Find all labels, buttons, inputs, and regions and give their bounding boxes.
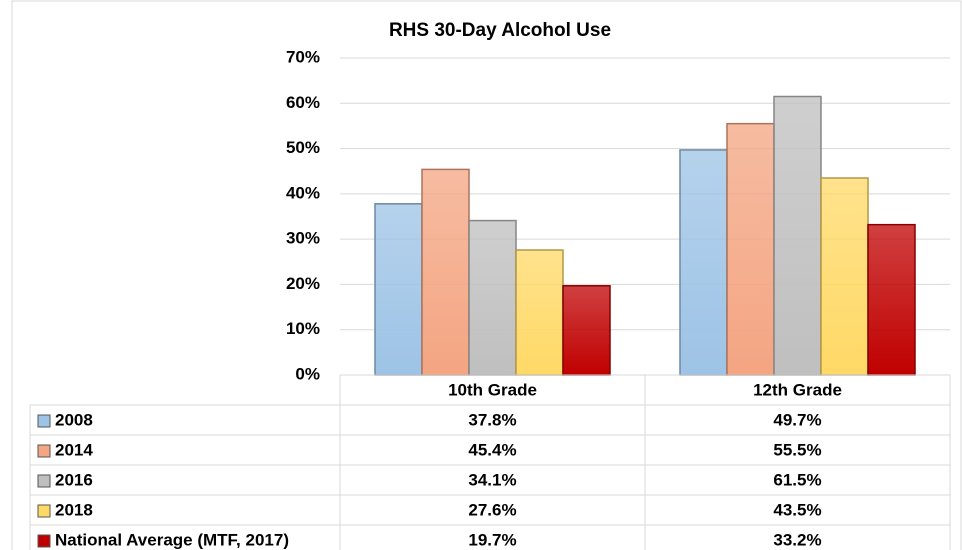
y-tick-label: 50% bbox=[286, 138, 320, 157]
bar bbox=[374, 203, 423, 376]
data-label: 45.4% bbox=[468, 440, 516, 459]
x-tick-label: 10th Grade bbox=[448, 380, 537, 399]
data-label: 55.5% bbox=[773, 440, 821, 459]
legend-label: 2018 bbox=[55, 500, 93, 519]
bar bbox=[468, 219, 517, 376]
bar bbox=[562, 285, 611, 376]
legend-key bbox=[37, 474, 51, 488]
y-tick-label: 60% bbox=[286, 93, 320, 112]
data-label: 19.7% bbox=[468, 530, 516, 549]
data-label: 37.8% bbox=[468, 410, 516, 429]
data-label: 34.1% bbox=[468, 470, 516, 489]
bar bbox=[773, 95, 822, 376]
legend-label: 2008 bbox=[55, 410, 93, 429]
bar bbox=[421, 168, 470, 376]
y-tick-label: 70% bbox=[286, 47, 320, 66]
bar bbox=[820, 177, 869, 376]
legend-label: 2014 bbox=[55, 440, 93, 459]
y-tick-label: 10% bbox=[286, 319, 320, 338]
legend-key bbox=[37, 534, 51, 548]
y-tick-label: 30% bbox=[286, 229, 320, 248]
bar bbox=[867, 223, 916, 376]
x-tick-label: 12th Grade bbox=[753, 380, 842, 399]
y-tick-label: 0% bbox=[295, 364, 320, 383]
legend-key bbox=[37, 444, 51, 458]
y-tick-label: 20% bbox=[286, 274, 320, 293]
data-label: 33.2% bbox=[773, 530, 821, 549]
data-label: 61.5% bbox=[773, 470, 821, 489]
data-label: 43.5% bbox=[773, 500, 821, 519]
legend-label: 2016 bbox=[55, 470, 93, 489]
legend-key bbox=[37, 504, 51, 518]
y-tick-label: 40% bbox=[286, 183, 320, 202]
legend-key bbox=[37, 414, 51, 428]
chart-frame bbox=[11, 0, 962, 550]
data-label: 49.7% bbox=[773, 410, 821, 429]
legend-label: National Average (MTF, 2017) bbox=[55, 530, 289, 549]
chart-title: RHS 30-Day Alcohol Use bbox=[389, 20, 611, 41]
bar bbox=[515, 249, 564, 376]
data-label: 27.6% bbox=[468, 500, 516, 519]
bar bbox=[726, 122, 775, 376]
bar bbox=[679, 149, 728, 376]
